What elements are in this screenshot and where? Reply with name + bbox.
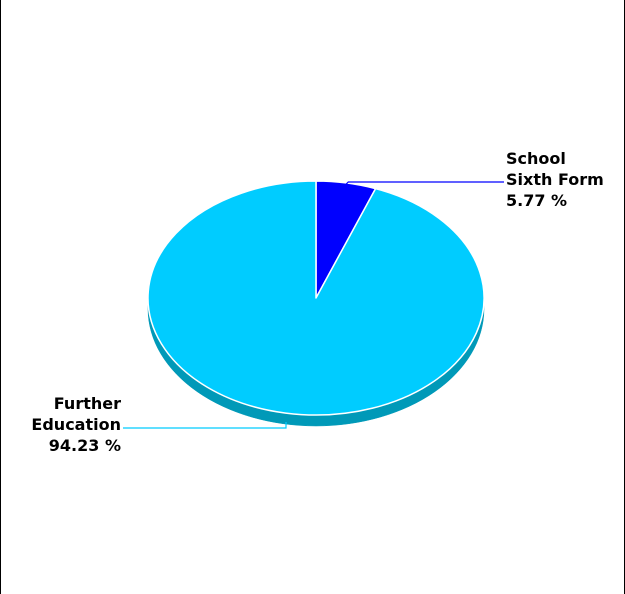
slice-percent-text: 5.77 %: [506, 191, 568, 210]
slice-label-text: Education: [31, 415, 121, 434]
leader-line-further-education: [123, 422, 287, 429]
slice-label-further-education: Further Education 94.23 %: [31, 393, 121, 456]
slice-percent-text: 94.23 %: [48, 436, 121, 455]
slice-label-text: Further: [53, 394, 121, 413]
leader-line-school-sixth-form: [345, 181, 504, 185]
slice-label-text: School: [506, 149, 566, 168]
pie-slice: [147, 180, 485, 416]
slice-label-text: Sixth Form: [506, 170, 604, 189]
slice-label-school-sixth-form: School Sixth Form 5.77 %: [506, 148, 604, 211]
